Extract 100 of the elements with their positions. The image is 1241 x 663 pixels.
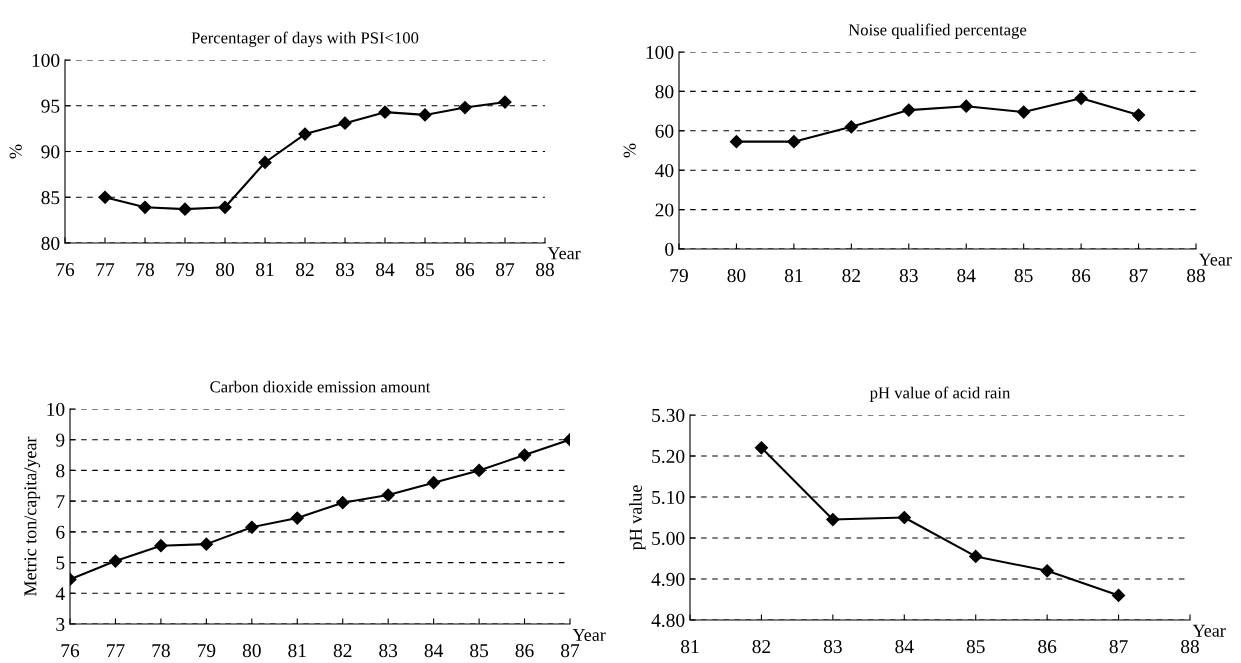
x-tick-label: 82 (333, 644, 352, 658)
point (98, 190, 112, 204)
x-axis-title: Year (572, 629, 606, 642)
x-tick-label: 87 (496, 263, 515, 277)
x-tick-label: 85 (1014, 269, 1033, 283)
x-tick-label: 88 (536, 263, 554, 277)
y-tick-label: 80 (655, 85, 674, 99)
y-tick-label: 95 (41, 99, 60, 113)
point (897, 510, 911, 525)
point (381, 488, 395, 502)
x-tick-label: 86 (515, 644, 534, 658)
x-tick-label: 78 (152, 644, 170, 658)
point (959, 99, 973, 113)
y-tick-label: 5.20 (652, 449, 685, 464)
point (472, 463, 486, 478)
point (338, 116, 352, 130)
x-tick-label: 86 (1072, 269, 1091, 283)
x-tick-label: 81 (681, 640, 699, 654)
x-tick-label: 80 (242, 644, 261, 658)
x-tick-label: 85 (416, 263, 434, 277)
x-tick-label: 88 (1181, 640, 1199, 654)
y-tick-label: 0 (665, 242, 674, 256)
x-tick-label: 86 (1038, 640, 1057, 654)
point (378, 105, 392, 119)
x-tick-label: 83 (336, 263, 354, 277)
x-tick-label: 80 (216, 263, 234, 277)
point (826, 512, 840, 527)
point (245, 520, 259, 534)
x-tick-label: 87 (1109, 640, 1128, 654)
y-tick-label: 4.80 (651, 613, 685, 628)
y-tick-label: 20 (655, 203, 674, 217)
point (1040, 564, 1054, 578)
point (517, 448, 532, 462)
x-tick-label: 82 (752, 640, 771, 654)
x-axis-title: Year (547, 247, 581, 260)
y-tick-label: 5.00 (652, 531, 685, 546)
x-tick-label: 84 (957, 269, 976, 283)
point (787, 135, 801, 149)
point (1074, 91, 1088, 105)
y-tick-label: 3 (56, 617, 65, 631)
y-tick-label: 60 (655, 124, 674, 138)
point (154, 539, 168, 553)
x-tick-label: 81 (784, 269, 803, 283)
y-tick-label: 90 (41, 145, 60, 159)
point (498, 95, 512, 109)
point (458, 100, 472, 115)
x-tick-label: 81 (256, 263, 274, 277)
point (1131, 108, 1146, 122)
point (969, 549, 983, 564)
x-tick-label: 80 (727, 269, 746, 283)
y-axis-title: pH value (629, 485, 646, 551)
x-tick-label: 82 (842, 269, 860, 283)
y-axis-title: % (623, 143, 636, 158)
point (108, 554, 123, 568)
y-tick-label: 80 (41, 236, 60, 250)
point (729, 135, 744, 149)
point (199, 537, 213, 551)
point (178, 202, 192, 216)
x-tick-label: 76 (61, 644, 80, 658)
point (290, 511, 304, 525)
chart-title: Percentager of days with PSI<100 (191, 31, 419, 47)
point (298, 127, 312, 141)
x-tick-label: 79 (197, 644, 216, 658)
y-tick-label: 4 (55, 587, 65, 601)
x-tick-label: 83 (899, 269, 918, 283)
x-tick-label: 77 (96, 263, 115, 276)
point (258, 155, 272, 170)
point (418, 108, 432, 122)
y-tick-label: 40 (655, 164, 674, 178)
y-axis-title: % (9, 144, 22, 159)
x-tick-label: 85 (966, 640, 985, 654)
y-axis-title: Metric ton/capita/year (24, 436, 41, 596)
x-tick-label: 87 (561, 644, 580, 658)
x-tick-label: 77 (107, 644, 125, 657)
x-axis-title: Year (1198, 253, 1232, 266)
y-tick-label: 5.10 (652, 490, 685, 505)
y-tick-label: 100 (32, 53, 60, 67)
point (844, 120, 858, 134)
x-tick-label: 79 (176, 263, 194, 277)
point (336, 496, 350, 510)
y-tick-label: 8 (56, 464, 65, 478)
x-tick-label: 83 (823, 640, 842, 654)
y-tick-label: 6 (56, 525, 65, 539)
point (1017, 105, 1031, 119)
x-tick-label: 84 (895, 640, 914, 654)
x-tick-label: 82 (296, 263, 314, 277)
x-tick-label: 84 (376, 263, 395, 277)
x-tick-label: 81 (288, 644, 306, 658)
x-tick-label: 87 (1129, 269, 1148, 283)
point (1111, 588, 1126, 602)
x-tick-label: 78 (136, 263, 154, 277)
y-tick-label: 5.30 (652, 408, 685, 423)
point (427, 476, 441, 490)
y-tick-label: 9 (56, 433, 65, 447)
y-tick-label: 5 (56, 556, 65, 570)
y-tick-label: 4.90 (651, 572, 685, 587)
point (754, 441, 769, 455)
point (902, 103, 916, 117)
y-tick-label: 85 (41, 191, 60, 205)
chart-title: pH value of acid rain (869, 386, 1011, 402)
